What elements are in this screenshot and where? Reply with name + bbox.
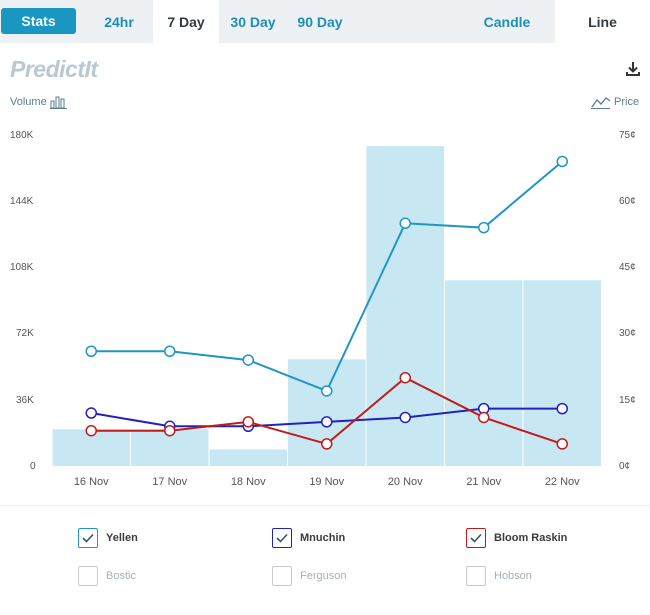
tab-24hr[interactable]: 24hr <box>104 13 134 30</box>
volume-bar <box>288 359 366 466</box>
x-tick-label: 16 Nov <box>74 476 109 488</box>
legend-label: Hobson <box>494 570 532 582</box>
x-tick-label: 18 Nov <box>231 476 266 488</box>
range-tab-bar: Stats 24hr 7 Day 30 Day 90 Day Candle Li… <box>0 0 650 43</box>
tab-candle[interactable]: Candle <box>483 13 531 30</box>
data-point[interactable] <box>399 411 411 424</box>
legend-label: Yellen <box>106 532 138 544</box>
tab-90-day[interactable]: 90 Day <box>297 13 343 30</box>
legend-checkbox[interactable] <box>78 528 98 548</box>
data-point[interactable] <box>556 402 568 415</box>
price-tick-label: 15¢ <box>619 395 636 406</box>
volume-tick-label: 36K <box>16 395 34 406</box>
data-point[interactable] <box>85 424 97 437</box>
volume-tick-label: 180K <box>10 130 34 141</box>
data-point[interactable] <box>556 438 568 450</box>
volume-tick-label: 72K <box>16 328 34 339</box>
data-point[interactable] <box>164 424 176 437</box>
legend-checkbox[interactable] <box>78 566 98 586</box>
legend-item-bloom-raskin[interactable]: Bloom Raskin <box>466 528 567 548</box>
data-point[interactable] <box>556 155 568 168</box>
legend-checkbox[interactable] <box>272 528 292 548</box>
x-tick-label: 19 Nov <box>309 476 344 488</box>
stats-button[interactable]: Stats <box>1 8 76 34</box>
volume-tick-label: 144K <box>10 196 34 207</box>
data-point[interactable] <box>478 411 490 424</box>
price-axis-label: Price <box>614 96 640 108</box>
data-point[interactable] <box>242 354 254 366</box>
legend-item-hobson[interactable]: Hobson <box>466 566 532 586</box>
data-point[interactable] <box>399 217 411 230</box>
data-point[interactable] <box>321 385 333 397</box>
data-point[interactable] <box>399 371 411 384</box>
data-point[interactable] <box>85 407 97 419</box>
legend-checkbox[interactable] <box>466 566 486 586</box>
x-tick-label: 20 Nov <box>388 476 423 488</box>
price-tick-label: 0¢ <box>619 461 631 472</box>
download-icon[interactable] <box>624 60 642 78</box>
data-point[interactable] <box>85 345 97 358</box>
data-point[interactable] <box>321 438 333 450</box>
legend-label: Bloom Raskin <box>494 532 568 544</box>
volume-tick-label: 108K <box>10 262 34 273</box>
legend-divider <box>0 505 650 506</box>
bar-chart-icon <box>49 96 67 109</box>
price-tick-label: 60¢ <box>619 196 636 207</box>
volume-bar <box>209 449 287 466</box>
data-point[interactable] <box>478 221 490 234</box>
legend-item-bostic[interactable]: Bostic <box>78 566 136 586</box>
volume-axis-label: Volume <box>10 96 47 108</box>
price-volume-chart: 16 Nov 17 Nov 18 Nov 19 Nov 20 Nov 21 Nov 22 N… <box>52 146 601 488</box>
price-axis-title: Price <box>591 95 639 109</box>
legend-label: Ferguson <box>300 570 347 582</box>
price-tick-label: 30¢ <box>619 328 636 339</box>
legend-checkbox[interactable] <box>466 528 486 548</box>
legend-item-ferguson[interactable]: Ferguson <box>272 566 346 586</box>
x-tick-label: 21 Nov <box>466 476 501 488</box>
legend-item-yellen[interactable]: Yellen <box>78 528 138 548</box>
tab-7-day[interactable]: 7 Day <box>153 0 219 43</box>
price-tick-label: 45¢ <box>619 262 636 273</box>
x-tick-label: 22 Nov <box>545 476 580 488</box>
tab-30-day[interactable]: 30 Day <box>230 13 276 30</box>
legend-label: Bostic <box>106 570 136 582</box>
legend-checkbox[interactable] <box>272 566 292 586</box>
volume-axis-title: Volume <box>10 95 68 109</box>
tab-line[interactable]: Line <box>555 0 650 43</box>
legend-label: Mnuchin <box>300 532 346 544</box>
x-tick-label: 17 Nov <box>152 476 187 488</box>
data-point[interactable] <box>321 416 333 428</box>
volume-bar <box>445 280 523 466</box>
predictit-logo: PredictIt <box>10 56 98 82</box>
volume-bar <box>523 280 601 466</box>
price-tick-label: 75¢ <box>619 130 636 141</box>
data-point[interactable] <box>164 345 176 358</box>
data-point[interactable] <box>242 416 254 428</box>
line-chart-icon <box>591 97 611 109</box>
legend-item-mnuchin[interactable]: Mnuchin <box>272 528 345 548</box>
volume-tick-label: 0 <box>30 461 36 472</box>
